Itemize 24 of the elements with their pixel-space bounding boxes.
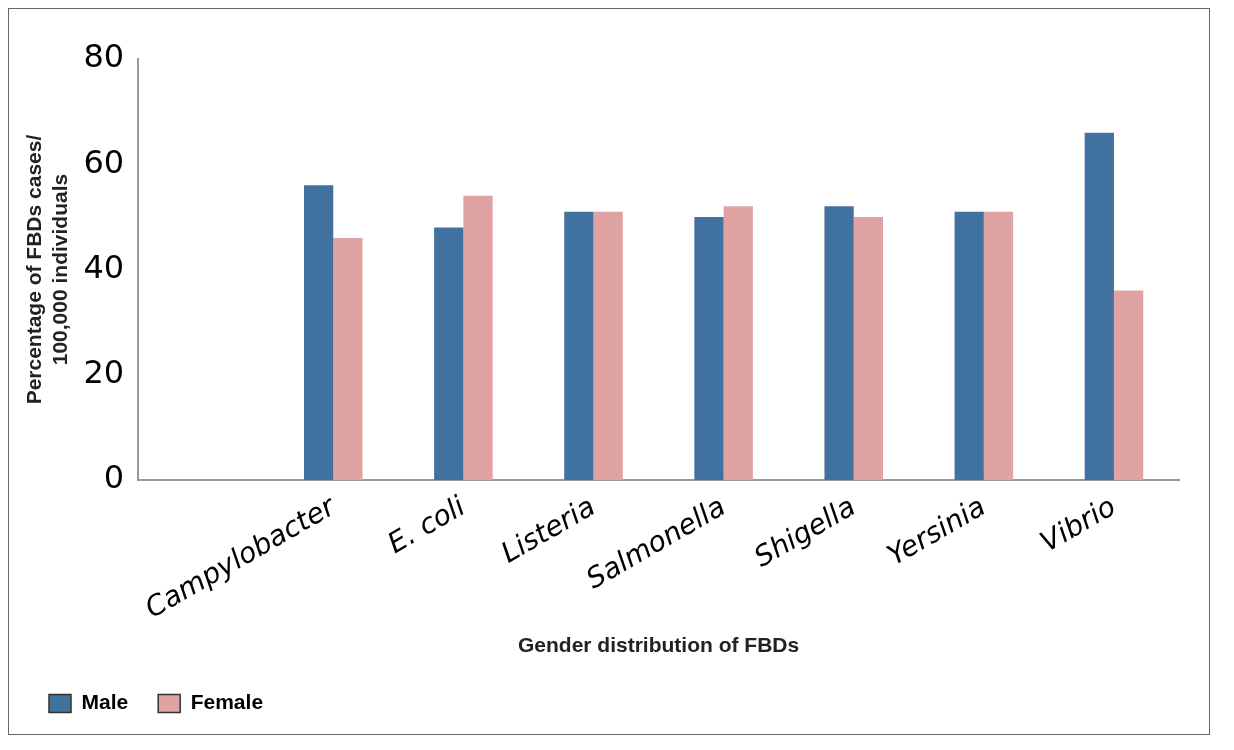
legend-label: Male [81, 690, 129, 714]
bar [333, 237, 363, 481]
bar [304, 185, 334, 481]
legend-label: Female [190, 690, 264, 714]
bar [564, 211, 594, 481]
y-axis-title: Percentage of FBDs cases/ 100,000 individuals [22, 134, 71, 405]
y-tick-label: 0 [103, 458, 125, 497]
bar [1084, 132, 1114, 481]
x-axis-title: Gender distribution of FBDs [517, 633, 800, 657]
bar [1113, 290, 1144, 481]
y-tick-label: 60 [83, 142, 125, 181]
bar [983, 211, 1014, 481]
bar [434, 227, 464, 481]
bar [954, 211, 984, 481]
bar [463, 195, 493, 481]
y-tick-label: 40 [83, 247, 125, 286]
y-tick-label: 80 [83, 37, 125, 76]
bar [853, 216, 883, 481]
bar [824, 206, 854, 481]
y-tick-label: 20 [83, 353, 125, 392]
bar [694, 216, 724, 481]
bar [593, 211, 623, 481]
x-tick-label: E. coli [381, 489, 471, 560]
bar [723, 206, 753, 481]
